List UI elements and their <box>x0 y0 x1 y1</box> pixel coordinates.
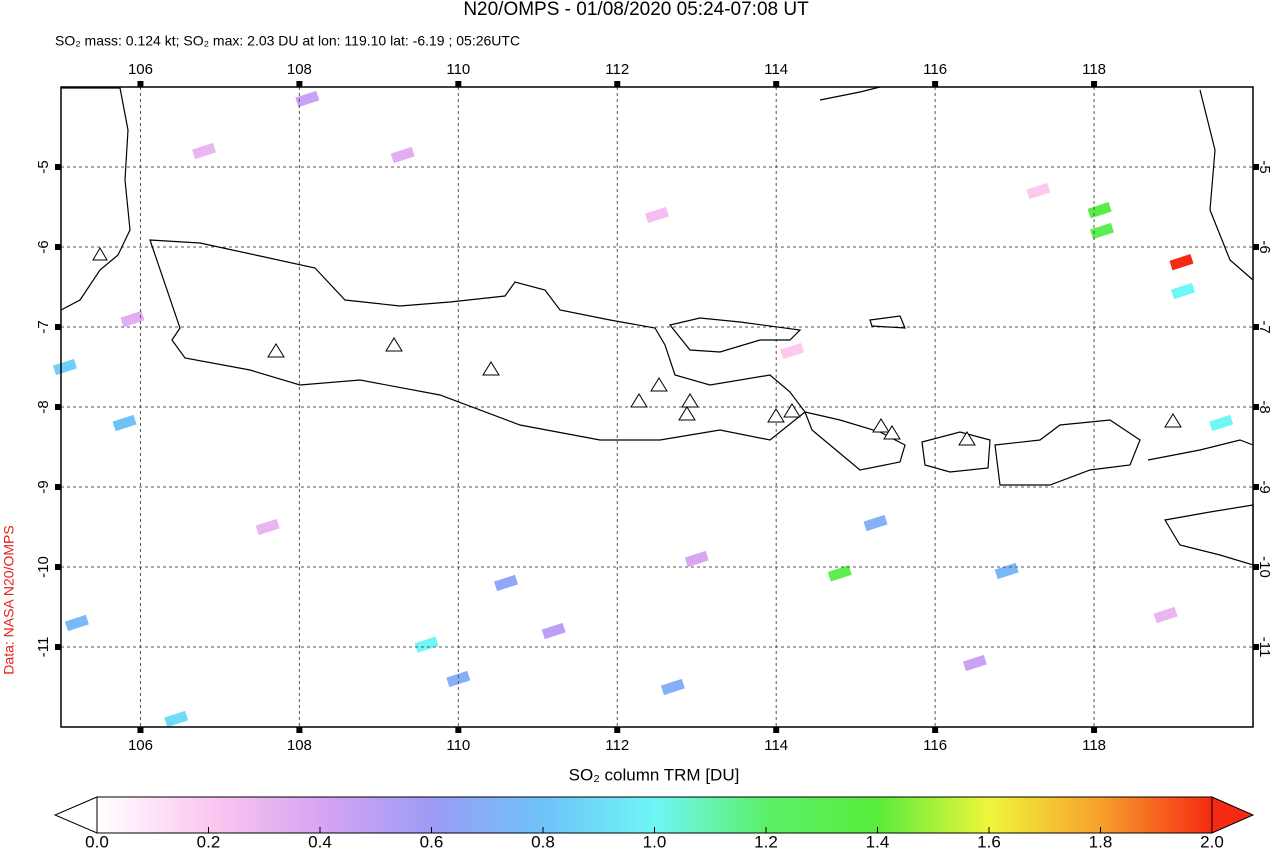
so2-pixel <box>541 622 566 640</box>
so2-pixel <box>780 342 805 360</box>
y-tick-label: -11 <box>1256 637 1272 658</box>
so2-pixel <box>1209 414 1234 432</box>
so2-pixel <box>112 414 137 432</box>
colorbar-label: SO₂ column TRM [DU] <box>569 765 740 784</box>
so2-pixel <box>660 678 685 696</box>
colorbar-tick-label: 0.8 <box>531 832 555 851</box>
colorbar-high-triangle <box>1211 796 1255 834</box>
colorbar-tick-label: 1.8 <box>1089 832 1113 851</box>
colorbar-tick-label: 2.0 <box>1200 832 1224 851</box>
x-tick-label: 106 <box>128 737 153 754</box>
so2-pixel <box>684 550 709 568</box>
so2-pixel <box>390 146 415 164</box>
credit: Data: NASA N20/OMPS <box>1 525 17 674</box>
so2-pixel <box>863 514 888 532</box>
so2-pixel <box>1153 606 1178 624</box>
so2-pixel <box>644 206 670 224</box>
x-tick-label: 110 <box>446 61 470 78</box>
x-tick-label: 110 <box>446 737 470 754</box>
x-tick-label: 114 <box>764 61 788 78</box>
so2-pixel <box>255 518 280 536</box>
colorbar-tick-label: 0.0 <box>85 832 109 851</box>
y-tick-label: -5 <box>35 160 52 173</box>
y-tick-label: -7 <box>1256 320 1272 333</box>
so2-pixel <box>64 614 89 632</box>
y-tick-label: -9 <box>35 480 52 493</box>
so2-pixel <box>1169 254 1194 271</box>
x-tick-label: 112 <box>605 737 629 754</box>
so2-pixel <box>52 358 77 376</box>
pixel-layer <box>52 90 1234 728</box>
so2-pixel <box>1090 222 1115 240</box>
colorbar-tick-label: 1.0 <box>643 832 667 851</box>
title: N20/OMPS - 01/08/2020 05:24-07:08 UT <box>463 0 809 20</box>
y-tick-label: -11 <box>35 637 52 658</box>
x-tick-label: 116 <box>923 737 947 754</box>
y-tick-label: -10 <box>35 556 52 578</box>
volcano-markers <box>92 247 1182 446</box>
x-tick-label: 108 <box>287 61 312 78</box>
colorbar-tick-label: 0.4 <box>308 832 332 851</box>
y-tick-label: -9 <box>1256 480 1272 493</box>
y-tick-label: -5 <box>1256 160 1272 173</box>
so2-pixel <box>827 565 852 582</box>
x-tick-label: 114 <box>764 737 788 754</box>
so2-pixel <box>1171 282 1196 300</box>
x-tick-label: 118 <box>1082 737 1106 754</box>
x-tick-label: 108 <box>287 737 312 754</box>
x-tick-label: 106 <box>128 61 153 78</box>
colorbar-tick-label: 0.2 <box>197 832 221 851</box>
so2-pixel <box>164 710 189 728</box>
colorbar-tick-label: 0.6 <box>420 832 444 851</box>
colorbar-tick-label: 1.2 <box>754 832 778 851</box>
x-tick-label: 118 <box>1082 61 1106 78</box>
y-tick-label: -10 <box>1256 556 1272 578</box>
so2-pixel <box>494 574 519 592</box>
so2-pixel <box>994 562 1019 580</box>
colorbar-tick-label: 1.6 <box>977 832 1001 851</box>
y-tick-label: -8 <box>1256 400 1272 413</box>
colorbar-tick-label: 1.4 <box>866 832 890 851</box>
coastlines <box>60 86 1254 566</box>
y-tick-label: -8 <box>35 400 52 413</box>
x-tick-label: 116 <box>923 61 947 78</box>
so2-pixel <box>1026 182 1051 200</box>
grid-layer <box>61 87 1253 727</box>
so2-pixel <box>295 90 320 108</box>
so2-pixel <box>446 670 471 688</box>
subtitle: SO₂ mass: 0.124 kt; SO₂ max: 2.03 DU at … <box>55 33 520 49</box>
so2-pixel <box>192 142 217 160</box>
so2-pixel <box>414 636 439 653</box>
colorbar-low-triangle <box>53 796 98 834</box>
so2-pixel <box>962 654 987 672</box>
y-tick-label: -6 <box>1256 240 1272 253</box>
y-tick-label: -7 <box>35 320 52 333</box>
x-tick-label: 112 <box>605 61 629 78</box>
y-tick-label: -6 <box>35 240 52 253</box>
so2-pixel <box>120 310 145 328</box>
